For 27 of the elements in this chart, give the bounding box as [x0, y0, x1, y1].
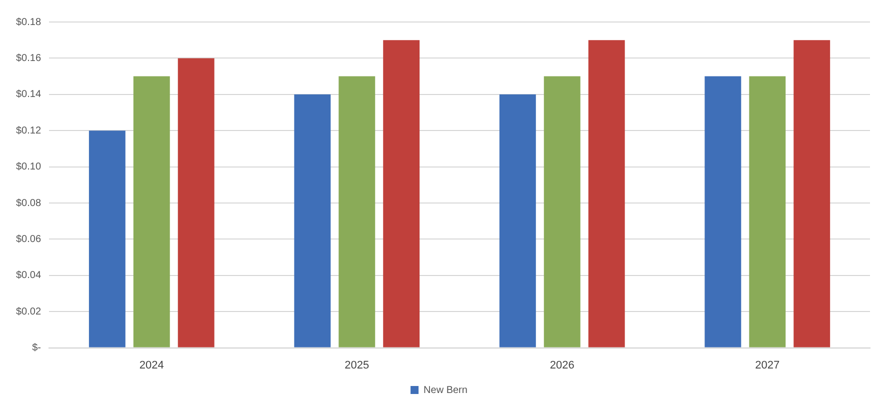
bar — [178, 58, 214, 348]
x-tick-label: 2024 — [139, 359, 164, 372]
y-tick-label: $0.16 — [16, 52, 42, 64]
x-tick-label: 2027 — [755, 359, 780, 372]
y-tick-label: $0.04 — [16, 270, 42, 282]
bar — [499, 94, 536, 348]
y-tick-label: $0.12 — [16, 125, 42, 136]
x-tick-label: 2026 — [550, 359, 574, 372]
y-tick-label: $0.06 — [16, 234, 42, 245]
bar — [588, 40, 625, 348]
y-tick-label: $0.18 — [16, 16, 42, 28]
y-tick-label: $- — [32, 342, 42, 354]
bar — [704, 76, 742, 348]
y-tick-label: $0.10 — [16, 162, 42, 173]
bar — [133, 76, 170, 348]
bar — [794, 40, 830, 348]
bar — [338, 76, 376, 348]
y-tick-label: $0.02 — [16, 306, 42, 318]
bar — [544, 76, 580, 348]
y-tick-label: $0.08 — [16, 198, 42, 209]
bar — [294, 94, 331, 348]
bar — [749, 76, 786, 348]
bar — [383, 40, 420, 348]
x-tick-label: 2025 — [344, 359, 370, 372]
legend-label: New Bern — [424, 384, 468, 396]
bar — [88, 130, 126, 348]
y-tick-label: $0.14 — [16, 89, 42, 100]
